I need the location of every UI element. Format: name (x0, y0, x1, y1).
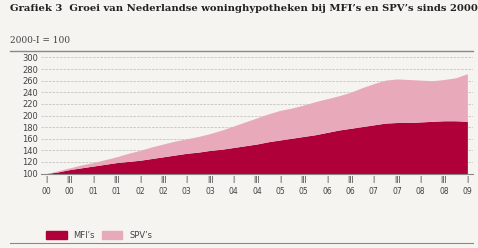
Legend: MFI’s, SPV’s: MFI’s, SPV’s (43, 228, 155, 243)
Text: Grafiek 3  Groei van Nederlandse woninghypotheken bij MFI’s en SPV’s sinds 2000: Grafiek 3 Groei van Nederlandse woninghy… (10, 4, 478, 13)
Text: 2000-I = 100: 2000-I = 100 (10, 36, 70, 45)
